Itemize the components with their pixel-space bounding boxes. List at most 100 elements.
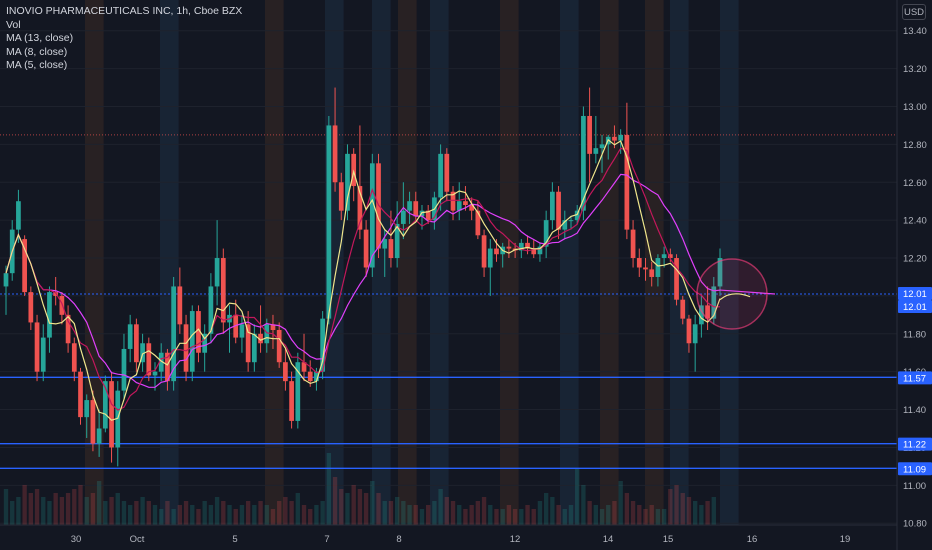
session-stripe bbox=[560, 0, 579, 525]
candle bbox=[357, 125, 363, 240]
volume-bar bbox=[339, 489, 344, 525]
volume-bar bbox=[345, 493, 350, 525]
volume-bar bbox=[84, 497, 89, 525]
volume-bar bbox=[401, 501, 406, 525]
volume-bar bbox=[543, 493, 549, 525]
highlight-circle bbox=[696, 258, 768, 330]
candle bbox=[686, 314, 692, 353]
price-tick-label: 13.00 bbox=[903, 102, 927, 113]
legend-ma13[interactable]: MA (13, close) bbox=[6, 32, 74, 44]
horizontal-levels bbox=[0, 134, 897, 469]
volume-bar bbox=[463, 509, 468, 525]
volume-bars bbox=[3, 453, 716, 525]
price-axis[interactable]: 13.4013.2013.0012.8012.6012.4012.2012.00… bbox=[896, 0, 932, 550]
volume-bar bbox=[177, 505, 183, 525]
candle bbox=[264, 318, 270, 353]
volume-bar bbox=[575, 469, 580, 525]
candle bbox=[202, 324, 208, 372]
volume-bar bbox=[357, 489, 363, 525]
volume-bar bbox=[407, 505, 412, 525]
legend-ma5[interactable]: MA (5, close) bbox=[6, 59, 68, 71]
candle bbox=[326, 115, 332, 325]
volume-bar bbox=[699, 505, 704, 525]
volume-bar bbox=[239, 505, 245, 525]
candle bbox=[543, 210, 549, 259]
volume-bar bbox=[606, 505, 611, 525]
price-tick-label: 12.80 bbox=[903, 140, 927, 151]
volume-bar bbox=[233, 509, 238, 525]
price-tick-label: 10.80 bbox=[903, 519, 927, 530]
volume-bar bbox=[363, 493, 369, 525]
volume-bar bbox=[34, 489, 40, 525]
candle bbox=[630, 220, 636, 268]
candle bbox=[301, 333, 307, 382]
volume-bar bbox=[134, 501, 139, 525]
volume-bar bbox=[500, 509, 505, 525]
candle bbox=[121, 333, 127, 401]
volume-bar bbox=[264, 505, 269, 525]
candle bbox=[289, 371, 294, 429]
volume-bar bbox=[277, 501, 282, 525]
volume-bar bbox=[674, 485, 679, 525]
candle bbox=[22, 235, 27, 296]
legend-volume[interactable]: Vol bbox=[6, 18, 21, 31]
volume-bar bbox=[314, 505, 319, 525]
candle bbox=[47, 286, 52, 353]
volume-bar bbox=[146, 501, 151, 525]
legend-ma8[interactable]: MA (8, close) bbox=[6, 45, 68, 58]
candle bbox=[562, 210, 568, 240]
candle bbox=[183, 314, 189, 382]
volume-bar bbox=[53, 493, 58, 525]
candle bbox=[655, 254, 661, 287]
volume-bar bbox=[612, 501, 617, 525]
candle bbox=[581, 106, 586, 221]
volume-bar bbox=[159, 509, 164, 525]
volume-bar bbox=[140, 497, 145, 525]
candle bbox=[177, 267, 183, 334]
candle bbox=[456, 182, 462, 221]
session-stripe bbox=[85, 0, 104, 525]
price-tick-label: 11.40 bbox=[903, 405, 926, 416]
candle bbox=[624, 102, 630, 240]
time-tick-label: 19 bbox=[840, 534, 851, 545]
time-tick-label: 14 bbox=[603, 534, 614, 545]
volume-bar bbox=[426, 505, 431, 525]
candle bbox=[450, 186, 456, 221]
candle bbox=[96, 409, 102, 457]
candle bbox=[158, 343, 164, 382]
volume-bar bbox=[537, 501, 543, 525]
candle bbox=[140, 333, 145, 372]
candle bbox=[506, 239, 512, 259]
price-label: 12.01 bbox=[898, 287, 932, 301]
candle bbox=[699, 295, 704, 338]
currency-button[interactable]: USD bbox=[902, 4, 926, 20]
volume-bar bbox=[643, 509, 648, 525]
volume-bar bbox=[382, 501, 387, 525]
volume-bar bbox=[227, 505, 232, 525]
time-tick-label: 5 bbox=[232, 534, 237, 545]
session-stripe bbox=[265, 0, 284, 525]
session-stripe bbox=[398, 0, 417, 525]
svg-text:11.09: 11.09 bbox=[903, 464, 926, 475]
volume-bar bbox=[109, 497, 114, 525]
chart-legend: INOVIO PHARMACEUTICALS INC, 1h, Cboe BZX… bbox=[6, 5, 242, 73]
volume-bar bbox=[661, 509, 667, 525]
volume-bar bbox=[28, 493, 34, 525]
candle bbox=[444, 148, 450, 202]
symbol-title[interactable]: INOVIO PHARMACEUTICALS INC, 1h, Cboe BZX bbox=[6, 5, 243, 17]
candle bbox=[283, 348, 288, 391]
candle bbox=[388, 210, 394, 268]
candle bbox=[537, 242, 543, 262]
time-axis[interactable]: 30 Oct 5 7 8 12 14 15 16 19 bbox=[0, 524, 897, 545]
volume-bar bbox=[450, 501, 456, 525]
candle bbox=[127, 314, 133, 363]
ma5-extension bbox=[719, 293, 751, 301]
volume-bar bbox=[705, 501, 710, 525]
volume-bar bbox=[245, 501, 251, 525]
volume-bar bbox=[47, 501, 52, 525]
volume-bar bbox=[488, 505, 493, 525]
candle bbox=[152, 362, 158, 391]
volume-bar bbox=[326, 453, 332, 525]
ma8-line bbox=[5, 147, 720, 411]
